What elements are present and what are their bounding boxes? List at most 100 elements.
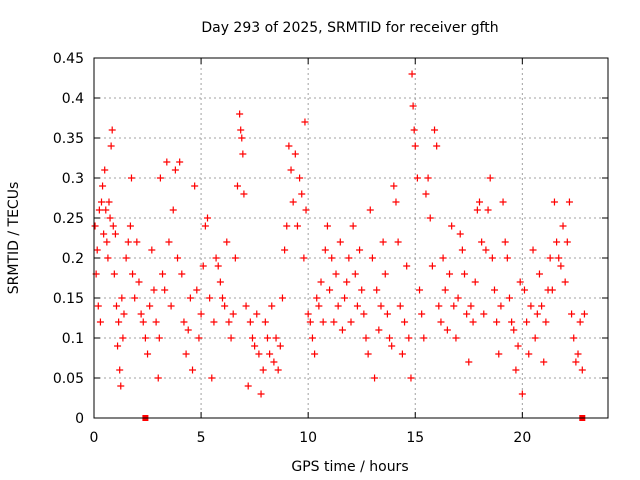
data-point (525, 350, 533, 358)
data-point (246, 318, 254, 326)
data-point (386, 334, 394, 342)
data-point (578, 366, 586, 374)
data-point (461, 270, 469, 278)
data-point (338, 326, 346, 334)
data-point (253, 310, 261, 318)
data-point (360, 310, 368, 318)
data-point (358, 286, 366, 294)
data-point (574, 350, 582, 358)
data-point (141, 334, 149, 342)
data-point (296, 174, 304, 182)
data-point (368, 254, 376, 262)
data-point (480, 310, 488, 318)
data-point (550, 198, 558, 206)
data-point (110, 270, 118, 278)
data-point (117, 382, 125, 390)
data-point (122, 254, 130, 262)
data-point (191, 182, 199, 190)
data-point (518, 390, 526, 398)
data-point (236, 110, 244, 118)
data-point (137, 310, 145, 318)
data-point (499, 198, 507, 206)
data-point (127, 174, 135, 182)
data-point (326, 286, 334, 294)
data-point (204, 214, 212, 222)
data-point (167, 302, 175, 310)
data-point (353, 302, 361, 310)
data-point (206, 294, 214, 302)
data-point (255, 350, 263, 358)
y-tick-label: 0.15 (53, 291, 84, 307)
data-point (428, 262, 436, 270)
data-point (471, 278, 479, 286)
data-point (96, 318, 104, 326)
data-point (114, 342, 122, 350)
data-point (133, 238, 141, 246)
data-point (227, 334, 235, 342)
data-point (259, 366, 267, 374)
data-point (347, 318, 355, 326)
data-point (576, 318, 584, 326)
data-point (431, 126, 439, 134)
data-point (422, 190, 430, 198)
data-point (201, 222, 209, 230)
plot-frame (93, 57, 609, 419)
y-tick-label: 0.1 (62, 331, 84, 347)
data-point (184, 326, 192, 334)
data-point (283, 222, 291, 230)
data-point (261, 318, 269, 326)
data-point (563, 238, 571, 246)
data-point (408, 70, 416, 78)
y-tick-label: 0 (75, 411, 84, 427)
x-tick-label: 0 (90, 430, 99, 446)
data-point (454, 294, 462, 302)
data-point (446, 270, 454, 278)
data-point (115, 318, 123, 326)
data-point (126, 222, 134, 230)
data-point (144, 350, 152, 358)
data-point (154, 374, 162, 382)
data-point (396, 302, 404, 310)
data-point (315, 302, 323, 310)
data-point (484, 206, 492, 214)
data-point (452, 334, 460, 342)
data-point (116, 366, 124, 374)
y-tick-label: 0.45 (53, 51, 84, 67)
data-point (540, 358, 548, 366)
x-axis-title: GPS time / hours (291, 459, 408, 475)
data-point (570, 334, 578, 342)
data-point (409, 102, 417, 110)
data-point (263, 334, 271, 342)
data-point (435, 302, 443, 310)
data-point (231, 254, 239, 262)
data-point (272, 334, 280, 342)
data-point (467, 302, 475, 310)
data-point (111, 230, 119, 238)
data-point (270, 358, 278, 366)
data-point (426, 214, 434, 222)
data-point (225, 318, 233, 326)
data-point (373, 286, 381, 294)
data-point (531, 334, 539, 342)
data-point (229, 310, 237, 318)
data-point (364, 350, 372, 358)
data-point (176, 158, 184, 166)
data-point (398, 350, 406, 358)
data-point (505, 294, 513, 302)
data-point (548, 286, 556, 294)
data-point (99, 182, 107, 190)
data-point (306, 318, 314, 326)
data-point (278, 294, 286, 302)
data-point (488, 254, 496, 262)
data-point (293, 222, 301, 230)
data-point (458, 246, 466, 254)
data-point (131, 294, 139, 302)
data-point (91, 222, 99, 230)
data-point (257, 390, 265, 398)
data-point (237, 126, 245, 134)
data-point (118, 294, 126, 302)
data-point (407, 374, 415, 382)
data-point (97, 198, 105, 206)
data-point (448, 222, 456, 230)
